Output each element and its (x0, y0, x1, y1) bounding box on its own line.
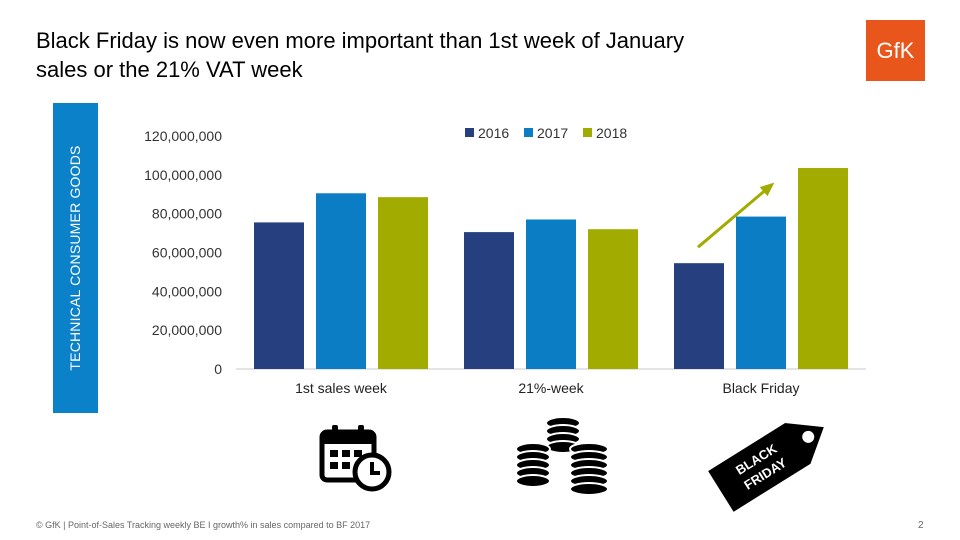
coin-stacks-icon (515, 416, 609, 496)
bar-2016 (674, 263, 724, 369)
footer-note: © GfK | Point-of-Sales Tracking weekly B… (36, 520, 371, 530)
black-friday-tag-icon: BLACK FRIDAY (706, 420, 827, 512)
logo-text: GfK (876, 37, 915, 63)
y-tick-label: 120,000,000 (144, 128, 222, 144)
legend-label-2017: 2017 (537, 125, 568, 141)
bar-2016 (464, 232, 514, 369)
bar-2018 (378, 197, 428, 369)
growth-arrow-head (759, 182, 775, 197)
y-tick-label: 100,000,000 (144, 167, 222, 183)
legend-swatch-2017 (524, 128, 533, 137)
x-tick-label: 1st sales week (295, 380, 388, 396)
legend-swatch-2016 (465, 128, 474, 137)
y-tick-label: 60,000,000 (152, 245, 222, 261)
legend-label-2016: 2016 (478, 125, 509, 141)
bar-2018 (588, 229, 638, 369)
legend-label-2018: 2018 (596, 125, 627, 141)
y-tick-label: 40,000,000 (152, 283, 222, 299)
bar-2017 (316, 193, 366, 369)
page-number: 2 (918, 520, 924, 531)
bar-2016 (254, 222, 304, 369)
gfk-logo: GfK (866, 20, 925, 81)
legend-swatch-2018 (583, 128, 592, 137)
bar-2017 (736, 216, 786, 369)
y-tick-label: 80,000,000 (152, 206, 222, 222)
bar-2018 (798, 168, 848, 369)
growth-arrow-line (697, 183, 773, 249)
x-tick-label: 21%-week (518, 380, 584, 396)
y-tick-label: 0 (214, 361, 222, 377)
bar-2017 (526, 219, 576, 369)
calendar-clock-icon (319, 425, 392, 492)
page-title: Black Friday is now even more important … (36, 28, 685, 82)
y-tick-label: 20,000,000 (152, 322, 222, 338)
x-tick-label: Black Friday (722, 380, 799, 396)
category-side-bar: TECHNICAL CONSUMER GOODS (53, 103, 98, 413)
